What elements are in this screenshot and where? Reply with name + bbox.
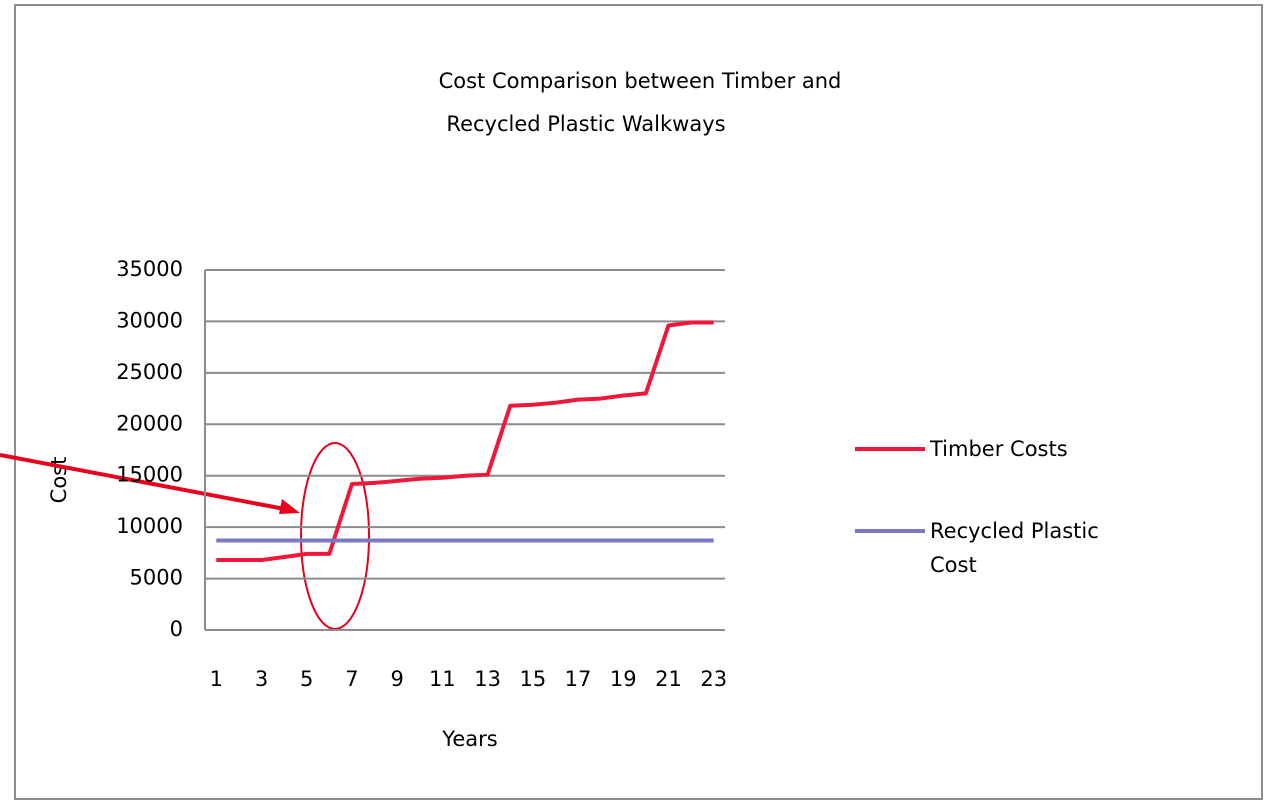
line-series [216,320,714,563]
legend-label: Timber Costs [930,437,1068,461]
annotation-arrowhead [279,499,300,514]
x-tick-label: 23 [700,667,727,691]
annotation-arrow [0,453,291,512]
x-tick-label: 21 [655,667,682,691]
x-tick-label: 9 [390,667,403,691]
x-tick-label: 15 [519,667,546,691]
y-tick-label: 30000 [116,308,183,332]
chart-title: Cost Comparison between Timber and [439,69,842,93]
x-tick-label: 19 [610,667,637,691]
x-tick-label: 13 [474,667,501,691]
x-tick-label: 3 [255,667,268,691]
y-tick-label: 0 [170,617,183,641]
chart-border [14,4,1263,800]
x-tick-label: 1 [210,667,223,691]
y-tick-label: 25000 [116,360,183,384]
x-tick-label: 5 [300,667,313,691]
x-tick-label: 17 [565,667,592,691]
chart-title: Recycled Plastic Walkways [446,112,725,136]
y-tick-label: 20000 [116,411,183,435]
y-tick-label: 35000 [116,257,183,281]
y-tick-label: 15000 [116,463,183,487]
legend-label: Recycled Plastic Cost [930,519,1099,577]
x-axis-label: Years [441,727,497,751]
y-tick-label: 10000 [116,514,183,538]
y-tick-label: 5000 [130,566,183,590]
x-tick-label: 7 [345,667,358,691]
x-tick-label: 11 [429,667,456,691]
